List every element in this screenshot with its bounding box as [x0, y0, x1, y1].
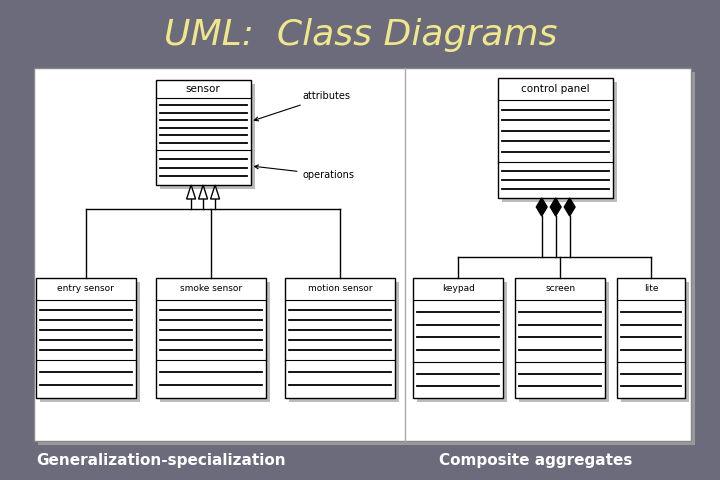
- Text: Generalization-specialization: Generalization-specialization: [36, 453, 285, 468]
- Bar: [160, 84, 255, 189]
- Text: control panel: control panel: [521, 84, 590, 94]
- Bar: [156, 80, 251, 185]
- Bar: [34, 68, 691, 441]
- Bar: [503, 82, 617, 202]
- Text: operations: operations: [255, 165, 354, 180]
- Text: Composite aggregates: Composite aggregates: [438, 453, 632, 468]
- Text: attributes: attributes: [254, 92, 351, 121]
- Text: UML:  Class Diagrams: UML: Class Diagrams: [163, 18, 557, 52]
- Bar: [36, 278, 135, 398]
- Text: motion sensor: motion sensor: [308, 284, 373, 293]
- Bar: [160, 282, 269, 402]
- Bar: [289, 282, 400, 402]
- Text: lite: lite: [644, 284, 658, 293]
- Polygon shape: [536, 198, 547, 216]
- Bar: [156, 278, 266, 398]
- Polygon shape: [186, 185, 196, 199]
- Polygon shape: [199, 185, 207, 199]
- Bar: [516, 278, 605, 398]
- Polygon shape: [210, 185, 220, 199]
- Bar: [617, 278, 685, 398]
- Bar: [40, 282, 140, 402]
- Bar: [498, 78, 613, 198]
- Text: screen: screen: [545, 284, 575, 293]
- Polygon shape: [550, 198, 561, 216]
- Bar: [621, 282, 689, 402]
- Bar: [413, 278, 503, 398]
- Bar: [418, 282, 508, 402]
- Text: sensor: sensor: [186, 84, 220, 94]
- Bar: [519, 282, 609, 402]
- Text: keypad: keypad: [442, 284, 474, 293]
- Text: smoke sensor: smoke sensor: [179, 284, 242, 293]
- Polygon shape: [564, 198, 575, 216]
- Bar: [37, 72, 695, 445]
- Text: entry sensor: entry sensor: [58, 284, 114, 293]
- Bar: [286, 278, 395, 398]
